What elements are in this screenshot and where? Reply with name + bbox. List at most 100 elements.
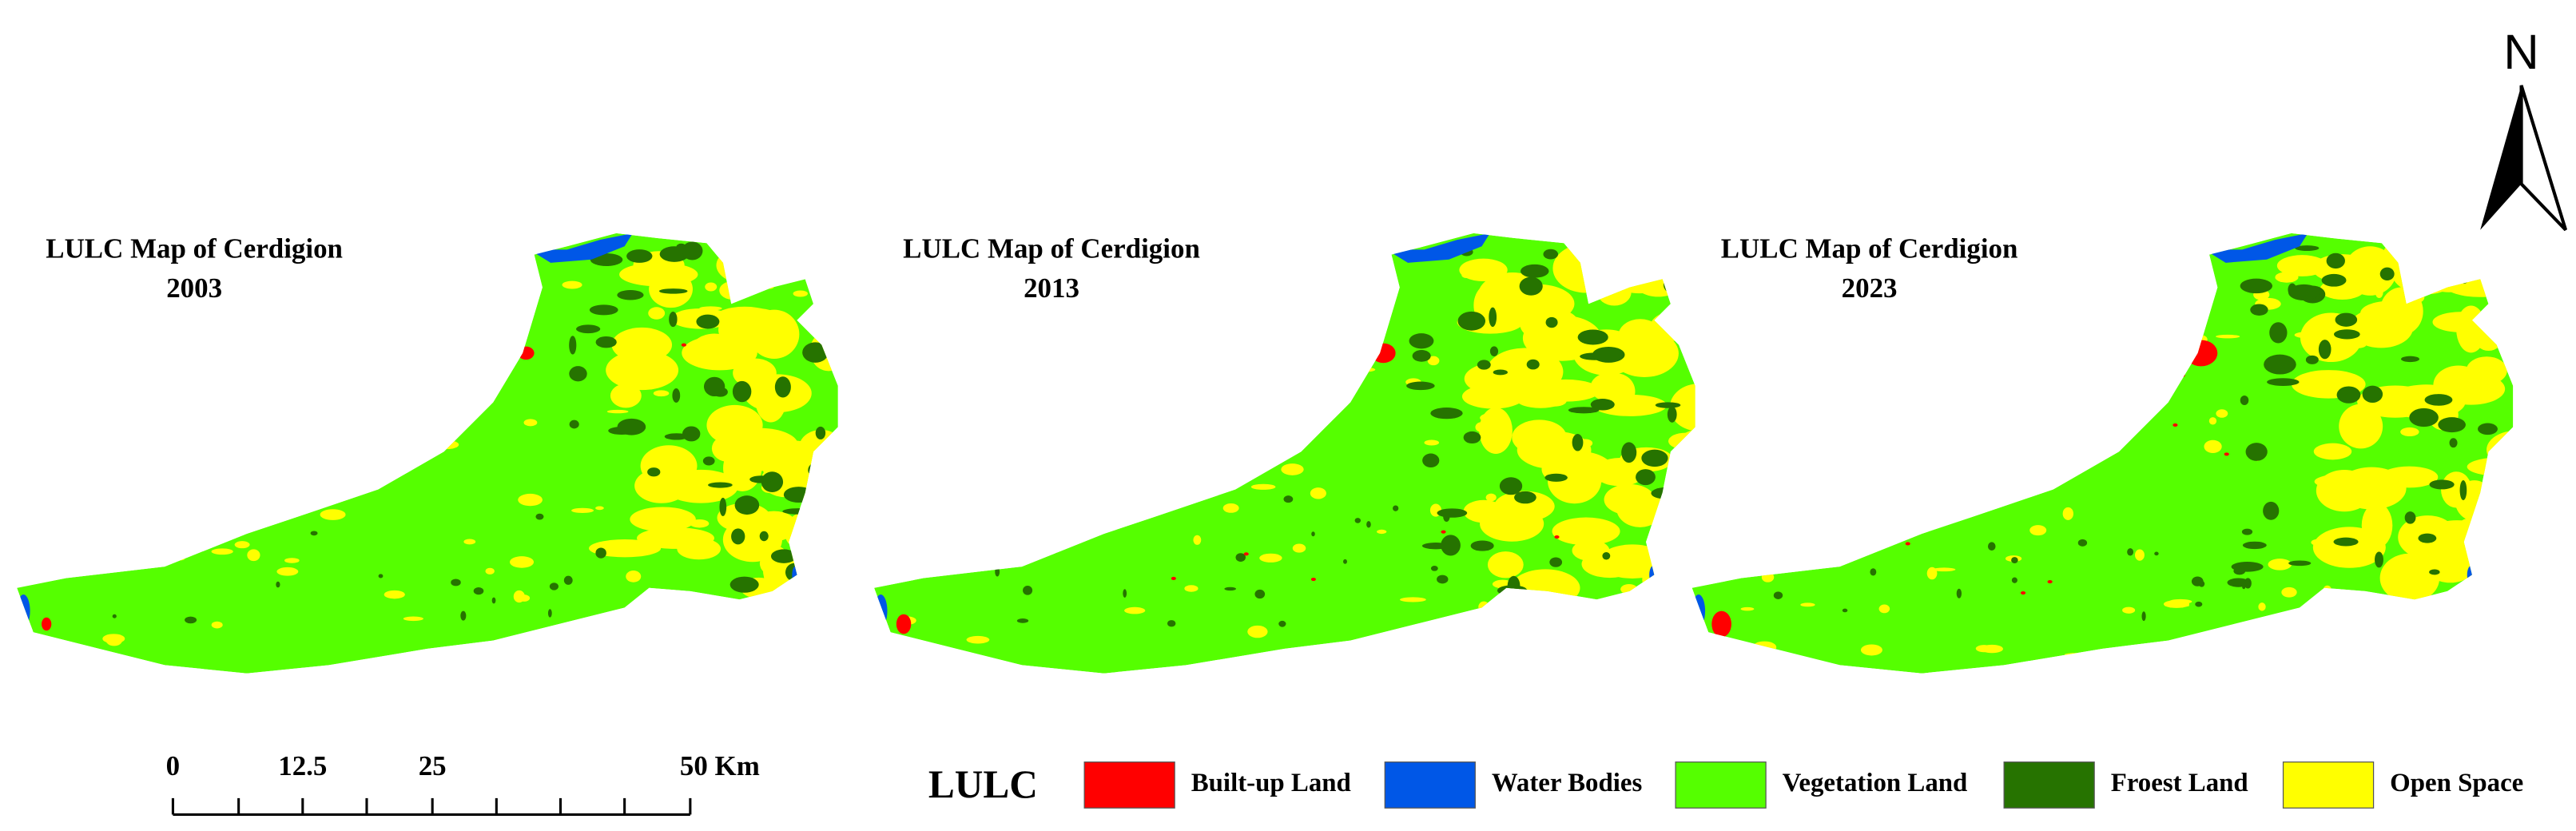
forest-patch <box>1651 487 1681 499</box>
forest-patch <box>134 530 142 535</box>
forest-patch <box>2478 423 2498 435</box>
forest-patch <box>1235 553 1246 562</box>
forest-patch <box>378 574 384 579</box>
water-body <box>1691 594 1706 628</box>
forest-patch <box>276 581 280 588</box>
open-space-patch <box>240 384 250 391</box>
forest-patch <box>1477 360 1491 370</box>
open-space-patch <box>1377 529 1387 535</box>
forest-patch <box>1655 402 1681 408</box>
open-space-patch <box>1552 517 1620 546</box>
forest-patch <box>719 497 727 517</box>
forest-patch <box>617 418 646 435</box>
built-up-patch <box>1945 486 1950 490</box>
forest-patch <box>2305 355 2319 364</box>
built-up-patch <box>1171 576 1176 581</box>
open-space-patch <box>234 541 250 549</box>
forest-patch <box>1023 586 1033 595</box>
legend-swatch <box>1384 761 1476 809</box>
open-space-patch <box>648 307 666 320</box>
forest-patch <box>569 419 579 429</box>
forest-patch <box>696 314 720 329</box>
forest-patch <box>1773 591 1783 599</box>
open-space-patch <box>2323 585 2332 596</box>
forest-patch <box>682 426 701 442</box>
open-space-patch <box>704 622 729 635</box>
open-space-patch <box>2410 291 2425 304</box>
open-space-patch <box>2419 256 2479 292</box>
open-space-patch <box>1650 308 1695 343</box>
map-title: LULC Map of Cerdigion <box>46 233 343 264</box>
open-space-patch <box>403 616 423 622</box>
forest-patch <box>783 487 814 503</box>
open-space-patch <box>1475 422 1489 432</box>
forest-patch <box>1366 521 1371 528</box>
open-space-patch <box>784 508 838 555</box>
forest-patch <box>2335 312 2358 327</box>
legend-swatch <box>1083 761 1175 809</box>
forest-patch <box>460 610 467 621</box>
forest-patch <box>2418 533 2437 543</box>
built-up-patch <box>1052 550 1058 554</box>
forest-patch <box>658 288 688 294</box>
water-body <box>1649 565 1660 585</box>
forest-patch <box>1662 260 1694 276</box>
open-space-patch <box>721 327 732 340</box>
open-space-patch <box>1966 377 1974 390</box>
forest-patch <box>1870 568 1877 576</box>
built-up-patch <box>2184 340 2218 367</box>
open-space-patch <box>1477 626 1485 633</box>
built-up-patch <box>518 346 535 360</box>
forest-patch <box>2401 247 2423 260</box>
open-space-patch <box>2383 471 2392 479</box>
forest-patch <box>808 462 825 478</box>
forest-patch <box>2198 580 2205 587</box>
forest-patch <box>1602 551 1611 560</box>
open-space-patch <box>973 431 994 436</box>
open-space-patch <box>2380 466 2439 488</box>
open-space-patch <box>1728 523 1750 533</box>
forest-patch <box>2409 408 2439 427</box>
open-space-patch <box>2276 255 2328 276</box>
built-up-patch <box>1908 509 1914 513</box>
forest-patch <box>595 336 617 348</box>
open-space-patch <box>562 280 582 289</box>
open-space-patch <box>1119 495 1143 503</box>
built-up-patch <box>2013 417 2020 421</box>
open-space-patch <box>966 635 990 644</box>
forest-patch <box>2379 267 2395 281</box>
forest-patch <box>2250 304 2268 316</box>
open-space-patch <box>159 308 178 313</box>
forest-patch <box>2240 278 2273 294</box>
open-space-patch <box>2438 317 2447 327</box>
forest-patch <box>576 324 601 334</box>
forest-patch <box>2334 329 2360 340</box>
open-space-patch <box>1888 506 1898 518</box>
forest-patch <box>676 243 686 250</box>
open-space-patch <box>2347 594 2359 601</box>
forest-patch <box>761 242 772 257</box>
map-body <box>1691 233 2514 674</box>
built-up-patch <box>1799 443 1806 447</box>
forest-patch <box>2429 569 2440 575</box>
forest-patch <box>1463 431 1481 444</box>
built-up-patch <box>2047 580 2053 584</box>
open-space-patch <box>276 567 299 576</box>
built-up-patch <box>196 336 201 340</box>
forest-patch <box>2429 479 2455 490</box>
open-space-patch <box>266 422 292 434</box>
open-space-patch <box>1680 429 1695 451</box>
built-up-patch <box>1322 373 1327 377</box>
open-space-patch <box>2208 417 2217 425</box>
forest-patch <box>1526 359 1540 370</box>
open-space-patch <box>733 268 757 274</box>
open-space-patch <box>135 447 154 453</box>
open-space-patch <box>1540 396 1567 407</box>
forest-patch <box>172 545 182 551</box>
built-up-patch <box>1441 530 1446 534</box>
forest-patch <box>1354 518 1362 523</box>
open-space-patch <box>1478 601 1490 613</box>
forest-patch <box>1224 586 1237 591</box>
open-space-patch <box>2258 602 2266 611</box>
forest-patch <box>2481 572 2509 590</box>
